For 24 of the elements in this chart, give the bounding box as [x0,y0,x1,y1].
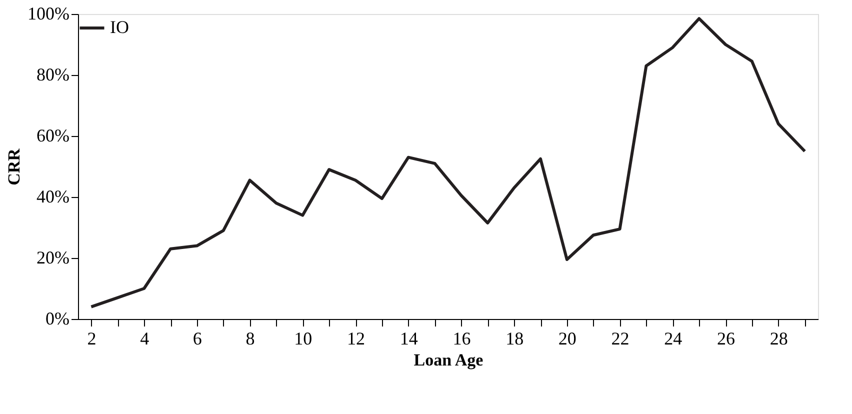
y-axis-title: CRR [4,148,24,186]
x-tick-label: 2 [87,328,96,348]
y-tick-label: 0% [46,308,70,328]
y-tick-label: 60% [36,126,70,146]
x-tick-label: 18 [506,328,524,348]
x-tick-label: 26 [717,328,735,348]
y-tick-label: 40% [36,186,70,206]
y-tick-label: 20% [36,248,70,268]
y-tick-label: 80% [36,64,70,84]
x-tick-label: 10 [294,328,312,348]
x-tick-label: 12 [347,328,365,348]
x-tick-label: 20 [558,328,576,348]
x-tick-label: 24 [664,328,682,348]
line-series [90,17,806,308]
x-tick-label: 16 [452,328,471,348]
x-tick-label: 6 [192,328,202,348]
y-tick-label: 100% [28,4,70,24]
x-tick-label: 22 [611,328,630,348]
x-axis-title: Loan Age [414,350,484,370]
x-tick-label: 8 [246,328,255,348]
legend-label: IO [110,17,129,37]
x-tick-label: 14 [400,328,418,348]
x-tick-label: 28 [770,328,788,348]
x-tick-label: 4 [140,328,150,348]
